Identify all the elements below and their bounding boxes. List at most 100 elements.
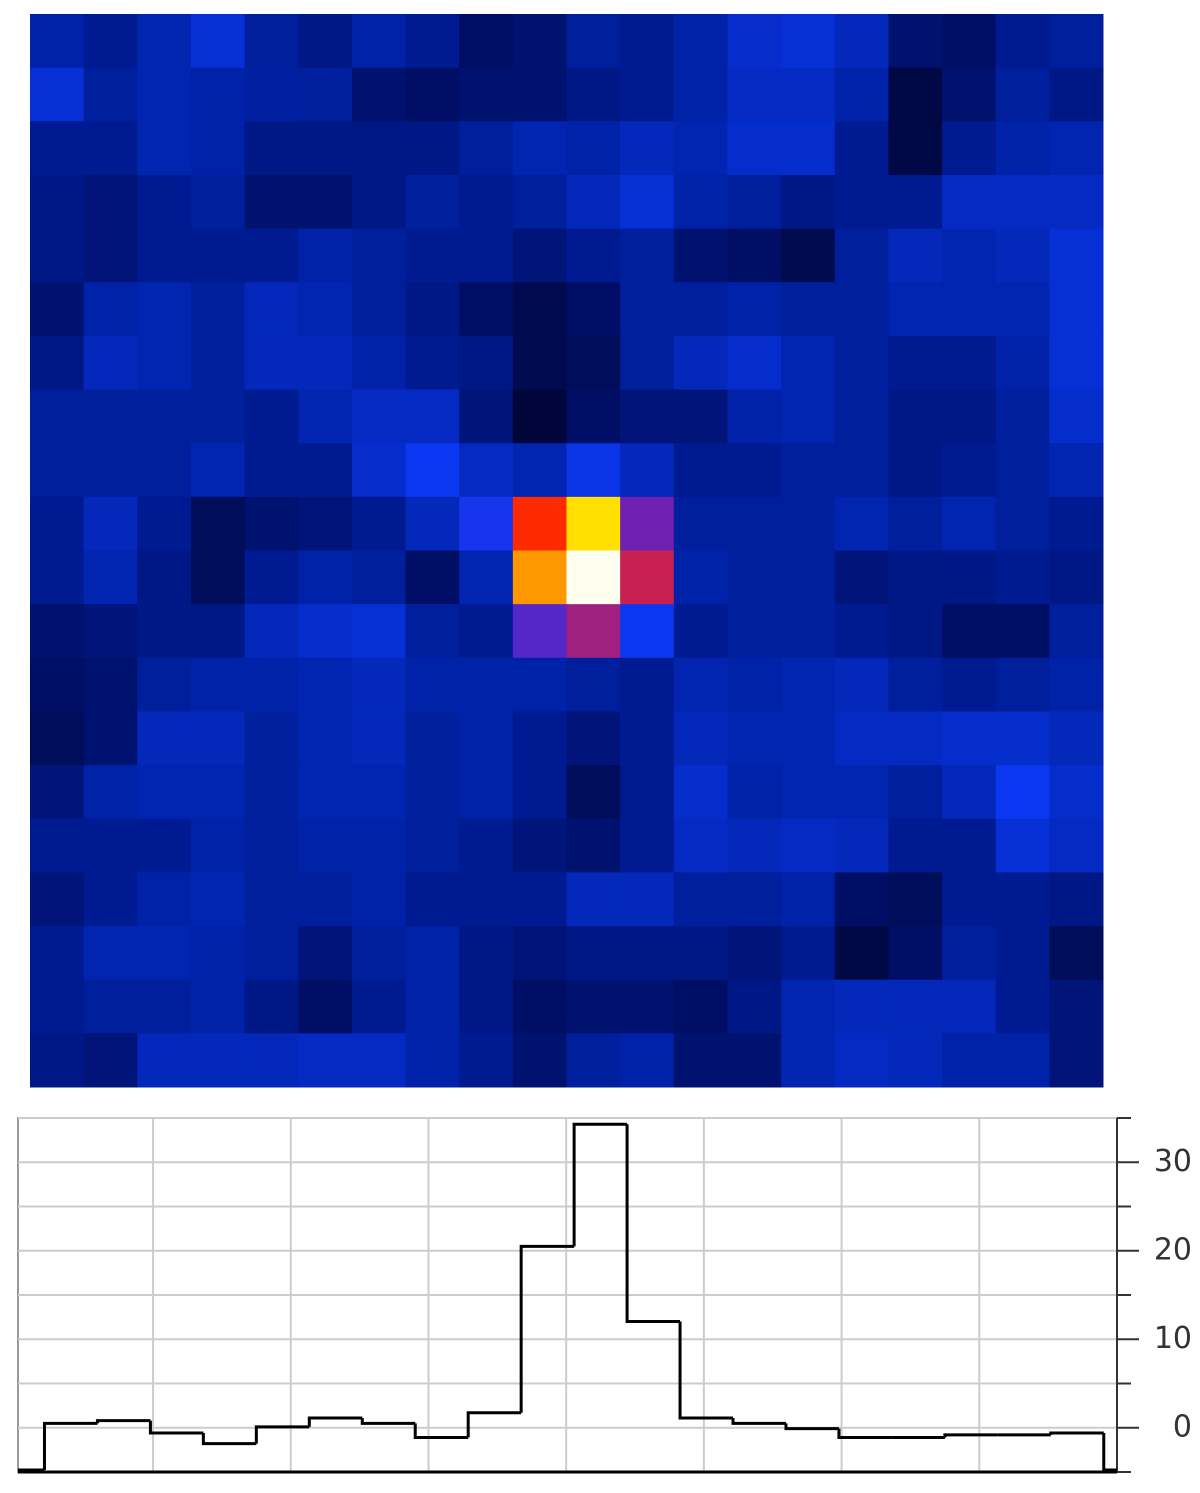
heat-cell bbox=[298, 926, 353, 981]
heat-cell bbox=[566, 389, 621, 444]
heat-cell bbox=[244, 228, 299, 283]
heat-cell bbox=[888, 228, 943, 283]
heat-cell bbox=[727, 550, 782, 605]
heat-cell bbox=[727, 282, 782, 337]
heat-cell bbox=[405, 550, 460, 605]
heat-cell bbox=[190, 67, 246, 122]
heat-cell bbox=[620, 765, 675, 820]
heat-cell bbox=[405, 335, 460, 391]
heat-cell bbox=[781, 818, 836, 873]
heat-cell bbox=[727, 228, 782, 283]
heat-cell bbox=[1049, 282, 1104, 337]
heat-cell bbox=[244, 657, 299, 712]
heat-cell bbox=[620, 335, 675, 391]
heat-cell bbox=[888, 657, 943, 712]
heat-cell bbox=[942, 228, 997, 283]
heat-cell bbox=[30, 335, 85, 391]
heat-cell bbox=[673, 389, 728, 444]
heat-cell bbox=[30, 282, 85, 337]
heat-cell bbox=[405, 872, 460, 927]
heat-cell bbox=[405, 282, 460, 337]
heat-cell bbox=[190, 550, 246, 605]
heat-cell bbox=[781, 1033, 836, 1088]
heat-cell bbox=[137, 1033, 192, 1088]
heat-cell bbox=[942, 389, 997, 444]
heat-cell bbox=[137, 121, 192, 176]
heat-cell bbox=[566, 443, 621, 498]
heat-cell bbox=[566, 765, 621, 820]
heat-cell bbox=[834, 657, 889, 712]
heat-cell bbox=[30, 979, 85, 1034]
heat-cell bbox=[405, 496, 460, 551]
heat-cell bbox=[405, 228, 460, 283]
heat-cell bbox=[834, 818, 889, 873]
heat-cell bbox=[942, 765, 997, 820]
heat-cell bbox=[1049, 657, 1104, 712]
heat-cell bbox=[244, 389, 299, 444]
heat-cell bbox=[781, 872, 836, 927]
heat-cell bbox=[1049, 979, 1104, 1034]
heat-cell bbox=[1049, 443, 1104, 498]
heat-cell bbox=[781, 979, 836, 1034]
heat-cell bbox=[995, 1033, 1050, 1088]
heat-cell bbox=[834, 979, 889, 1034]
heat-cell bbox=[673, 174, 728, 230]
heat-cell bbox=[781, 14, 836, 69]
heat-cell bbox=[512, 67, 567, 122]
heat-cell bbox=[942, 335, 997, 391]
heat-cell bbox=[190, 389, 246, 444]
heat-cell bbox=[244, 872, 299, 927]
heat-cell bbox=[459, 228, 514, 283]
heat-cell bbox=[995, 121, 1050, 176]
heat-cell bbox=[459, 335, 514, 391]
heat-cell bbox=[727, 818, 782, 873]
step bbox=[307, 1416, 363, 1427]
heat-cell bbox=[727, 765, 782, 820]
heat-cell bbox=[673, 335, 728, 391]
heat-cell bbox=[244, 926, 299, 981]
y-tick-label: 0 bbox=[1173, 1409, 1192, 1444]
heat-cell bbox=[566, 67, 621, 122]
heat-cell bbox=[995, 67, 1050, 122]
heat-cell bbox=[512, 979, 567, 1034]
heat-cell bbox=[459, 657, 514, 712]
heat-cell bbox=[673, 282, 728, 337]
heat-cell bbox=[137, 711, 192, 766]
heat-cell bbox=[995, 496, 1050, 551]
heat-cell bbox=[620, 443, 675, 498]
heat-cell bbox=[244, 174, 299, 230]
heat-cell bbox=[30, 550, 85, 605]
heat-cell bbox=[190, 443, 246, 498]
heat-cell bbox=[190, 121, 246, 176]
heat-cell bbox=[512, 121, 567, 176]
heat-cell bbox=[834, 604, 889, 659]
y-tick-label: 20 bbox=[1154, 1232, 1192, 1267]
heat-cell bbox=[459, 14, 514, 69]
heat-cell bbox=[727, 926, 782, 981]
heat-cell bbox=[566, 282, 621, 337]
heat-cell bbox=[351, 765, 407, 820]
step bbox=[95, 1419, 151, 1424]
heat-cell bbox=[781, 711, 836, 766]
heat-cell bbox=[620, 228, 675, 283]
heat-cell bbox=[673, 657, 728, 712]
heat-cell bbox=[834, 14, 889, 69]
heat-cell bbox=[405, 818, 460, 873]
heat-cell bbox=[30, 174, 85, 230]
heat-cell bbox=[995, 765, 1050, 820]
heat-cell bbox=[512, 282, 567, 337]
heat-cell bbox=[190, 926, 246, 981]
heat-cell bbox=[673, 496, 728, 551]
heat-cell bbox=[995, 14, 1050, 69]
step bbox=[360, 1418, 416, 1425]
heat-cell bbox=[834, 443, 889, 498]
heat-cell bbox=[244, 335, 299, 391]
step bbox=[42, 1421, 98, 1470]
heat-cell bbox=[888, 389, 943, 444]
heat-cell bbox=[83, 389, 138, 444]
heat-cell bbox=[781, 389, 836, 444]
heat-cell bbox=[244, 67, 299, 122]
heat-cell bbox=[995, 550, 1050, 605]
heat-cell bbox=[673, 1033, 728, 1088]
